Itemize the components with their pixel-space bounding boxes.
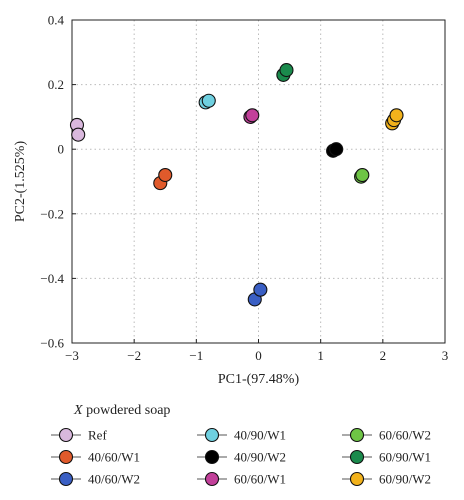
legend-label: 40/90/W1 bbox=[234, 428, 286, 443]
data-point bbox=[201, 93, 216, 108]
tick-layer: −3 −2 −1 0 1 2 3 0.4 0.2 0 −0.2 −0.4 −0.6 bbox=[40, 13, 448, 364]
y-tick-label: 0.2 bbox=[48, 77, 64, 92]
legend-label: 40/90/W2 bbox=[234, 450, 286, 465]
legend-item: Ref bbox=[51, 428, 107, 443]
data-point bbox=[389, 108, 404, 123]
y-tick-label: −0.4 bbox=[40, 271, 64, 286]
legend-marker bbox=[204, 449, 220, 465]
legend-item: 40/60/W2 bbox=[51, 472, 140, 487]
legend-item: 60/60/W2 bbox=[342, 428, 431, 443]
legend-marker bbox=[58, 449, 74, 465]
legend-label: 40/60/W2 bbox=[88, 472, 140, 487]
x-tick-label: 0 bbox=[255, 348, 262, 363]
x-tick-label: −1 bbox=[189, 348, 203, 363]
legend: X powdered soap Ref 40/60/W1 40/60/W2 40/90… bbox=[51, 403, 431, 487]
x-axis-label: PC1-(97.48%) bbox=[218, 372, 300, 387]
legend-label: 60/60/W2 bbox=[379, 428, 431, 443]
legend-item: 60/60/W1 bbox=[197, 472, 286, 487]
legend-marker bbox=[349, 471, 365, 487]
legend-item: 40/90/W1 bbox=[197, 428, 286, 443]
x-tick-label: 1 bbox=[317, 348, 324, 363]
legend-marker bbox=[204, 471, 220, 487]
point-layer bbox=[69, 63, 404, 307]
data-point bbox=[355, 167, 370, 183]
x-tick-label: 2 bbox=[380, 348, 387, 363]
y-tick-label: −0.2 bbox=[40, 206, 64, 221]
legend-items: Ref 40/60/W1 40/60/W2 40/90/W1 40/90/W2 60/60… bbox=[51, 428, 431, 487]
legend-label: 60/90/W2 bbox=[379, 472, 431, 487]
legend-marker bbox=[349, 427, 365, 443]
legend-label: Ref bbox=[88, 428, 107, 443]
y-tick-label: −0.6 bbox=[40, 336, 64, 351]
legend-title-rest: powdered soap bbox=[83, 403, 171, 418]
legend-title-italic: X bbox=[73, 403, 83, 418]
legend-marker bbox=[58, 427, 74, 443]
x-tick-label: −3 bbox=[65, 348, 79, 363]
legend-item: 40/90/W2 bbox=[197, 450, 286, 465]
x-tick-label: 3 bbox=[442, 348, 449, 363]
legend-label: 60/90/W1 bbox=[379, 450, 431, 465]
data-point bbox=[329, 142, 344, 157]
legend-label: 40/60/W1 bbox=[88, 450, 140, 465]
x-tick-label: −2 bbox=[127, 348, 141, 363]
legend-item: 40/60/W1 bbox=[51, 450, 140, 465]
y-tick-label: 0 bbox=[58, 142, 65, 157]
legend-label: 60/60/W1 bbox=[234, 472, 286, 487]
legend-item: 60/90/W2 bbox=[342, 472, 431, 487]
y-axis-label: PC2-(1.525%) bbox=[13, 141, 28, 223]
data-point bbox=[279, 63, 294, 78]
grid-layer bbox=[72, 20, 445, 343]
legend-item: 60/90/W1 bbox=[342, 450, 431, 465]
legend-marker bbox=[58, 471, 74, 487]
data-point bbox=[71, 127, 86, 142]
legend-marker bbox=[204, 427, 220, 443]
data-point bbox=[245, 108, 260, 123]
legend-marker bbox=[349, 449, 365, 465]
y-tick-label: 0.4 bbox=[48, 13, 65, 28]
data-point bbox=[253, 282, 268, 297]
data-point bbox=[158, 167, 173, 183]
legend-title: X powdered soap bbox=[73, 403, 170, 418]
